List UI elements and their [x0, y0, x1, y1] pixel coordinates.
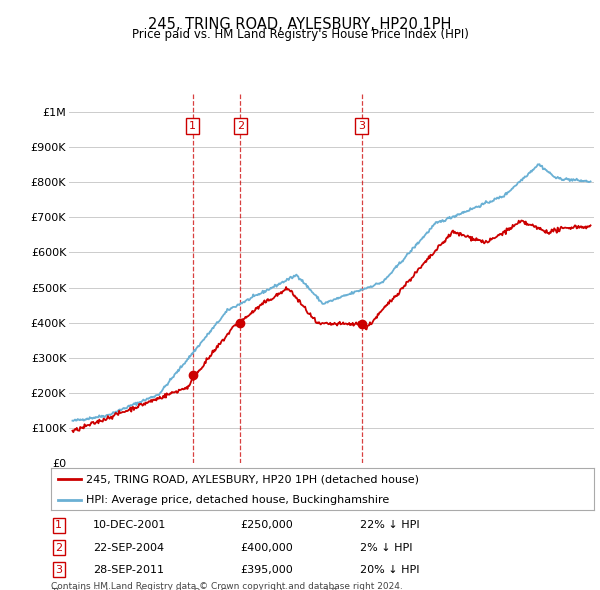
- Text: £250,000: £250,000: [240, 520, 293, 530]
- Text: Contains HM Land Registry data © Crown copyright and database right 2024.: Contains HM Land Registry data © Crown c…: [51, 582, 403, 590]
- Text: £400,000: £400,000: [240, 543, 293, 552]
- Text: Price paid vs. HM Land Registry's House Price Index (HPI): Price paid vs. HM Land Registry's House …: [131, 28, 469, 41]
- Text: 2% ↓ HPI: 2% ↓ HPI: [360, 543, 413, 552]
- Text: 245, TRING ROAD, AYLESBURY, HP20 1PH (detached house): 245, TRING ROAD, AYLESBURY, HP20 1PH (de…: [86, 474, 419, 484]
- Text: 3: 3: [55, 565, 62, 575]
- Text: 10-DEC-2001: 10-DEC-2001: [93, 520, 166, 530]
- Text: This data is licensed under the Open Government Licence v3.0.: This data is licensed under the Open Gov…: [51, 588, 340, 590]
- Text: 22% ↓ HPI: 22% ↓ HPI: [360, 520, 419, 530]
- Text: 1: 1: [55, 520, 62, 530]
- Text: 2: 2: [237, 121, 244, 131]
- Text: HPI: Average price, detached house, Buckinghamshire: HPI: Average price, detached house, Buck…: [86, 495, 389, 504]
- Text: £395,000: £395,000: [240, 565, 293, 575]
- Text: 245, TRING ROAD, AYLESBURY, HP20 1PH: 245, TRING ROAD, AYLESBURY, HP20 1PH: [148, 17, 452, 31]
- Text: 3: 3: [358, 121, 365, 131]
- Text: 22-SEP-2004: 22-SEP-2004: [93, 543, 164, 552]
- Text: 28-SEP-2011: 28-SEP-2011: [93, 565, 164, 575]
- Text: 20% ↓ HPI: 20% ↓ HPI: [360, 565, 419, 575]
- Text: 1: 1: [189, 121, 196, 131]
- Text: 2: 2: [55, 543, 62, 552]
